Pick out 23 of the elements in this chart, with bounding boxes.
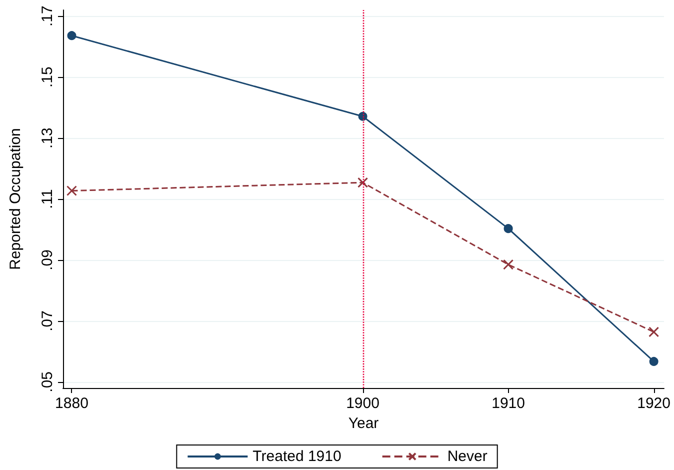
y-tick-label: .13 [39, 128, 56, 148]
point [503, 259, 514, 270]
point [649, 356, 658, 366]
point [358, 177, 368, 188]
x-tick-label: 1910 [492, 395, 525, 412]
y-tick-label: .11 [39, 189, 56, 209]
y-axis-title: Reported Occupation [7, 128, 24, 270]
point [67, 31, 76, 40]
y-tick-label: .07 [39, 310, 56, 332]
point [358, 112, 368, 121]
x-tick-label: 1880 [55, 395, 88, 412]
point [504, 224, 513, 234]
point [66, 186, 77, 196]
x-tick-label: 1920 [637, 395, 670, 412]
y-tick-label: .05 [39, 371, 56, 392]
legend-label: Treated 1910 [252, 448, 342, 465]
y-tick-label: .09 [39, 250, 56, 270]
legend-label: Never [447, 448, 488, 465]
x-tick-label: 1900 [346, 395, 380, 412]
x-axis-title: Year [348, 414, 379, 432]
point [648, 326, 660, 338]
y-tick-label: .17 [39, 6, 56, 27]
y-tick-label: .15 [39, 66, 56, 88]
